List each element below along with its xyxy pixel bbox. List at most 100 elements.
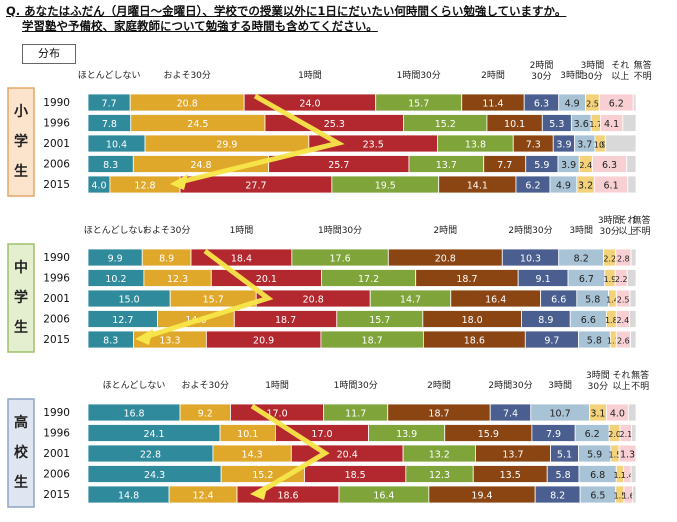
data-label: 11.4 bbox=[482, 99, 503, 110]
data-label: 8.9 bbox=[159, 254, 174, 265]
bar-segment bbox=[604, 134, 637, 153]
legend-label: 2時間30分 bbox=[488, 380, 532, 391]
bar-segment bbox=[622, 114, 637, 132]
data-label: 6.2 bbox=[585, 429, 600, 440]
data-label: 2.2 bbox=[615, 275, 628, 284]
legend-label: 無答 bbox=[631, 369, 649, 381]
data-label: 6.2 bbox=[609, 99, 624, 110]
data-label: 15.2 bbox=[435, 119, 456, 130]
data-label: 5.8 bbox=[556, 470, 571, 481]
legend-label: 不明 bbox=[634, 71, 652, 82]
data-label: 5.9 bbox=[587, 450, 602, 461]
bar-segment bbox=[631, 424, 637, 442]
data-label: 4.1 bbox=[604, 119, 619, 130]
legend-label: 2時間 bbox=[481, 70, 505, 81]
bar-segment bbox=[618, 444, 637, 463]
trend-arrow-line bbox=[250, 403, 330, 495]
data-label: 18.7 bbox=[456, 274, 477, 285]
year-label: 1996 bbox=[43, 118, 70, 130]
data-label: 2.6 bbox=[617, 337, 630, 346]
legend-label: およそ30分 bbox=[143, 225, 190, 236]
legend-label: それ bbox=[618, 215, 636, 226]
bar-segment bbox=[632, 485, 637, 504]
legend-label: 1時間 bbox=[298, 70, 322, 81]
year-label: 2015 bbox=[43, 334, 70, 346]
data-label: 18.7 bbox=[275, 315, 296, 326]
data-label: 20.8 bbox=[435, 254, 456, 265]
bar-segment bbox=[627, 175, 637, 194]
data-label: 15.9 bbox=[478, 429, 499, 440]
data-label: 18.0 bbox=[462, 315, 483, 326]
legend-label: 3時間 bbox=[569, 225, 593, 236]
legend-label: 1時間30分 bbox=[334, 380, 378, 391]
data-label: 10.2 bbox=[105, 274, 126, 285]
data-label: 22.8 bbox=[140, 450, 161, 461]
data-label: 2.5 bbox=[586, 100, 599, 109]
data-label: 12.3 bbox=[167, 274, 188, 285]
trend-arrow-head bbox=[170, 174, 188, 190]
data-label: 3.1 bbox=[590, 409, 605, 420]
data-label: 13.3 bbox=[159, 336, 180, 347]
legend-label: 3時間 bbox=[548, 380, 572, 391]
group-label-char: 学 bbox=[14, 133, 28, 150]
data-label: 13.9 bbox=[396, 429, 417, 440]
year-label: 2015 bbox=[43, 179, 70, 191]
data-label: 17.0 bbox=[266, 409, 287, 420]
group-label-box bbox=[7, 87, 35, 197]
data-label: 1.1 bbox=[607, 337, 620, 346]
data-label: 3.6 bbox=[574, 119, 589, 130]
bar-segment bbox=[630, 330, 637, 349]
data-label: 8.2 bbox=[550, 491, 565, 502]
year-label: 1996 bbox=[43, 273, 70, 285]
legend-label: 2時間 bbox=[433, 225, 457, 236]
data-label: 2.8 bbox=[617, 255, 630, 264]
distribution-label: 分布 bbox=[22, 44, 76, 64]
year-label: 2001 bbox=[43, 293, 70, 305]
trend-arrow-head bbox=[250, 484, 268, 500]
legend-label: 2時間 bbox=[530, 60, 554, 71]
data-label: 29.9 bbox=[216, 140, 237, 151]
data-label: 9.1 bbox=[536, 274, 551, 285]
year-label: 1996 bbox=[43, 428, 70, 440]
group-label-char: 高 bbox=[14, 414, 28, 431]
bar-segment bbox=[632, 93, 637, 112]
bar-segment bbox=[630, 465, 637, 483]
data-label: 15.7 bbox=[369, 315, 390, 326]
data-label: 3.9 bbox=[561, 160, 576, 171]
data-label: 6.3 bbox=[602, 160, 617, 171]
data-label: 5.1 bbox=[557, 450, 572, 461]
data-label: 7.8 bbox=[102, 119, 117, 130]
group-label-char: 生 bbox=[14, 163, 28, 180]
group-label-char: 学 bbox=[14, 289, 28, 306]
data-label: 24.0 bbox=[299, 99, 320, 110]
data-label: 3.2 bbox=[578, 181, 593, 192]
data-label: 3.9 bbox=[556, 140, 571, 151]
year-label: 2006 bbox=[43, 314, 70, 326]
data-label: 16.4 bbox=[485, 295, 506, 306]
data-label: 13.7 bbox=[436, 160, 457, 171]
bar-segment bbox=[626, 269, 637, 287]
data-label: 8.2 bbox=[574, 254, 589, 265]
legend-label: 以上 bbox=[618, 226, 636, 237]
legend-label: 3時間 bbox=[560, 70, 584, 81]
data-label: 6.6 bbox=[581, 315, 596, 326]
data-label: 24.5 bbox=[187, 119, 208, 130]
data-label: 13.7 bbox=[502, 450, 523, 461]
data-label: 6.2 bbox=[525, 181, 540, 192]
data-label: 1.4 bbox=[606, 296, 619, 305]
data-label: 17.0 bbox=[311, 429, 332, 440]
legend-label: およそ30分 bbox=[163, 70, 210, 81]
data-label: 1.3 bbox=[620, 450, 635, 461]
data-label: 1.9 bbox=[594, 141, 607, 150]
legend-label: それ bbox=[611, 60, 629, 71]
data-label: 18.5 bbox=[345, 470, 366, 481]
data-label: 15.7 bbox=[203, 295, 224, 306]
legend-label: それ bbox=[612, 370, 630, 381]
data-label: 23.5 bbox=[363, 140, 384, 151]
legend-label: ほとんどしない bbox=[103, 380, 166, 391]
legend-label: 3時間 bbox=[581, 60, 605, 71]
data-label: 6.5 bbox=[590, 491, 605, 502]
data-label: 1.8 bbox=[605, 316, 618, 325]
data-label: 14.1 bbox=[467, 181, 488, 192]
